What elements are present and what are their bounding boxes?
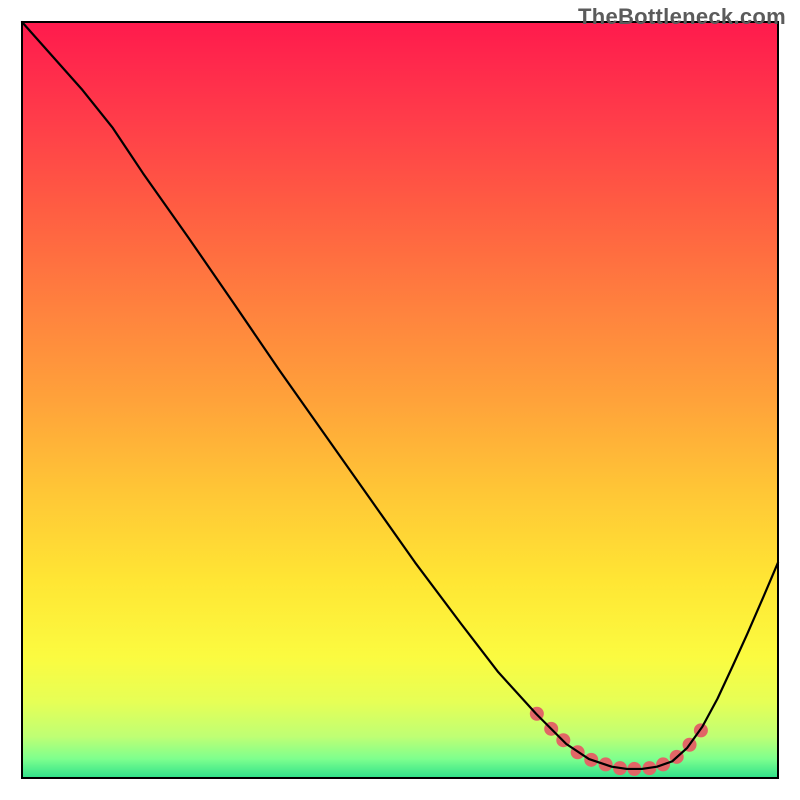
watermark-text: TheBottleneck.com <box>578 4 786 30</box>
chart-background <box>22 22 778 778</box>
bottleneck-chart <box>0 0 800 800</box>
chart-container: TheBottleneck.com <box>0 0 800 800</box>
